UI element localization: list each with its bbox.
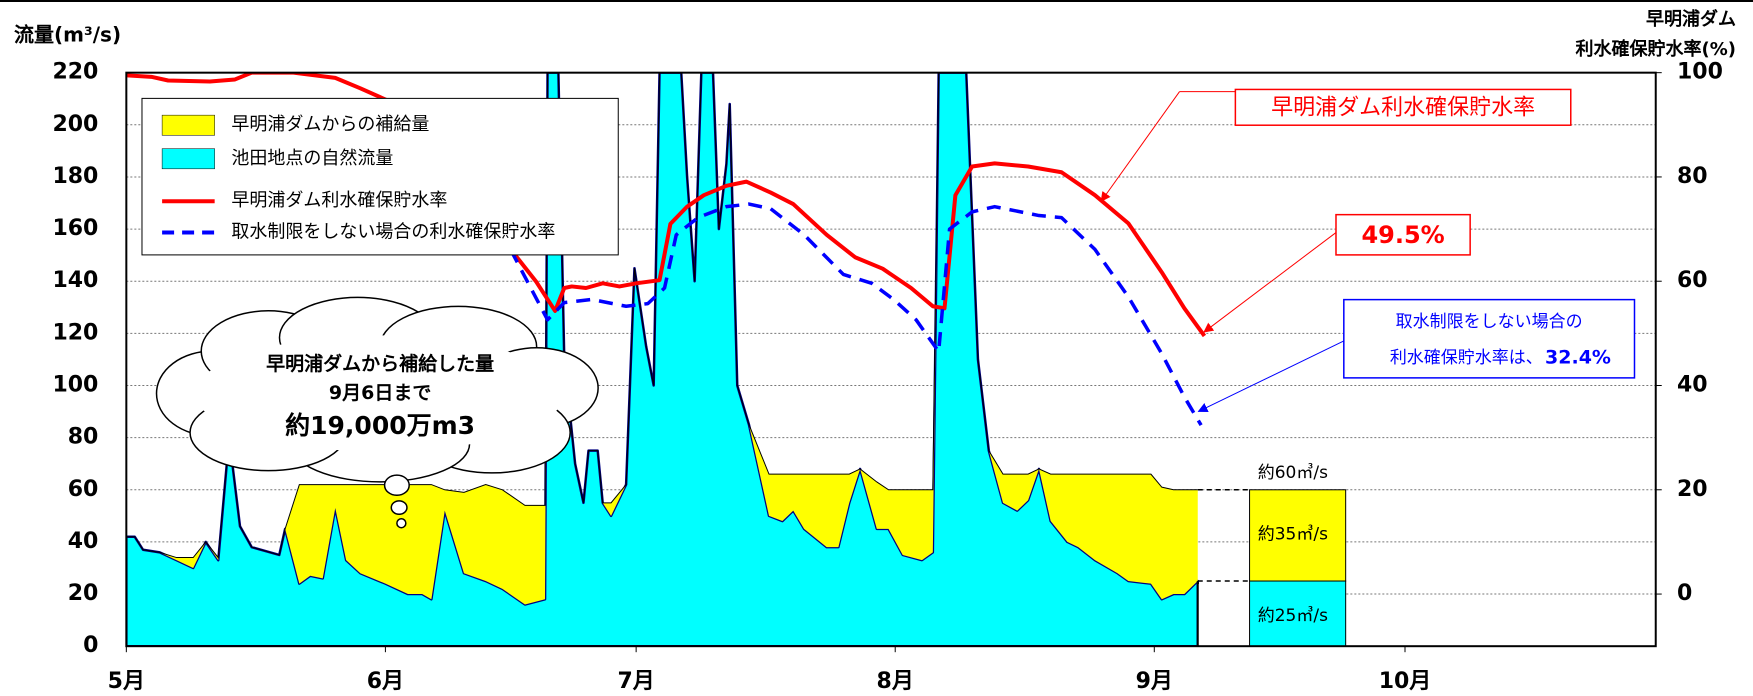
y-tick-label: 180 [52,164,98,189]
legend-label: 早明浦ダムからの補給量 [231,114,429,135]
plot-frame [125,71,1657,648]
y-tick-label: 0 [83,633,98,658]
y2-axis-title: 早明浦ダム [1646,8,1736,30]
y-tick-label: 20 [68,581,99,606]
forecast-supply [1249,489,1347,582]
y-tick-label: 200 [52,112,98,137]
legend-label: 取水制限をしない場合の利水確保貯水率 [231,222,555,243]
line [509,202,1203,427]
y-tick-label: 140 [52,268,98,293]
x-tick-label: 7月 [617,669,654,694]
y2-tick-label: 80 [1677,164,1708,189]
legend-box [141,97,619,256]
y-tick-label: 160 [52,216,98,241]
forecast-label: 約25㎥/s [1258,606,1328,626]
legend-swatch [161,148,215,170]
stacked-area [126,72,1198,605]
x-tick-label: 9月 [1136,669,1173,694]
legend-label: 早明浦ダム利水確保貯水率 [231,190,447,211]
legend-label: 池田地点の自然流量 [231,148,393,169]
y-tick-label: 120 [52,320,98,345]
forecast-label: 約35㎥/s [1258,524,1328,544]
plot-layer [126,72,1207,647]
y2-tick-label: 0 [1677,581,1692,606]
cloud-text: 約19,000万m3 [285,411,475,440]
y2-tick-label: 20 [1677,477,1708,502]
cloud-text: 9月6日まで [329,382,431,404]
annotation-box [1335,213,1471,256]
y-tick-label: 40 [68,529,99,554]
annotation-arrow [1203,232,1337,333]
y-tick-label: 220 [52,60,98,85]
annotation-text: 32.4% [1545,346,1611,368]
annotation-box [1234,88,1572,126]
annotation-box [1343,298,1636,379]
cloud-text: 早明浦ダムから補給した量 [266,352,494,375]
cloud-core [195,335,565,452]
y-tick-label: 80 [68,425,99,450]
y2-tick-label: 100 [1677,60,1723,85]
forecast-label: 約60㎥/s [1258,463,1328,483]
area [126,72,1199,647]
annotation-text: 早明浦ダム利水確保貯水率 [1271,95,1535,120]
annotation-text: 49.5% [1361,221,1444,249]
y2-axis-title: 利水確保貯水率(%) [1576,38,1737,60]
legend-swatch [161,114,215,136]
annotation-arrow [1100,91,1180,203]
y2-tick-label: 40 [1677,373,1708,398]
cloud [155,296,599,483]
x-tick-label: 5月 [108,669,145,694]
cloud-puff [396,517,407,529]
x-tick-label: 6月 [367,669,404,694]
cloud-puff [383,474,410,497]
y-tick-label: 60 [68,477,99,502]
forecast-blank [1197,584,1249,646]
stacked-area-top [126,72,1198,559]
y2-tick-label: 60 [1677,268,1708,293]
cloud-puff [390,500,408,516]
annotation-arrow [1197,340,1345,412]
y-tick-label: 100 [52,373,98,398]
x-tick-label: 10月 [1379,669,1432,694]
annotation-text: 利水確保貯水率は、 [1390,348,1543,368]
annotation-text: 取水制限をしない場合の [1396,312,1583,332]
forecast-natural [1249,580,1347,647]
line [126,72,1207,338]
y-axis-title: 流量(m³/s) [14,23,121,47]
x-tick-label: 8月 [877,669,914,694]
